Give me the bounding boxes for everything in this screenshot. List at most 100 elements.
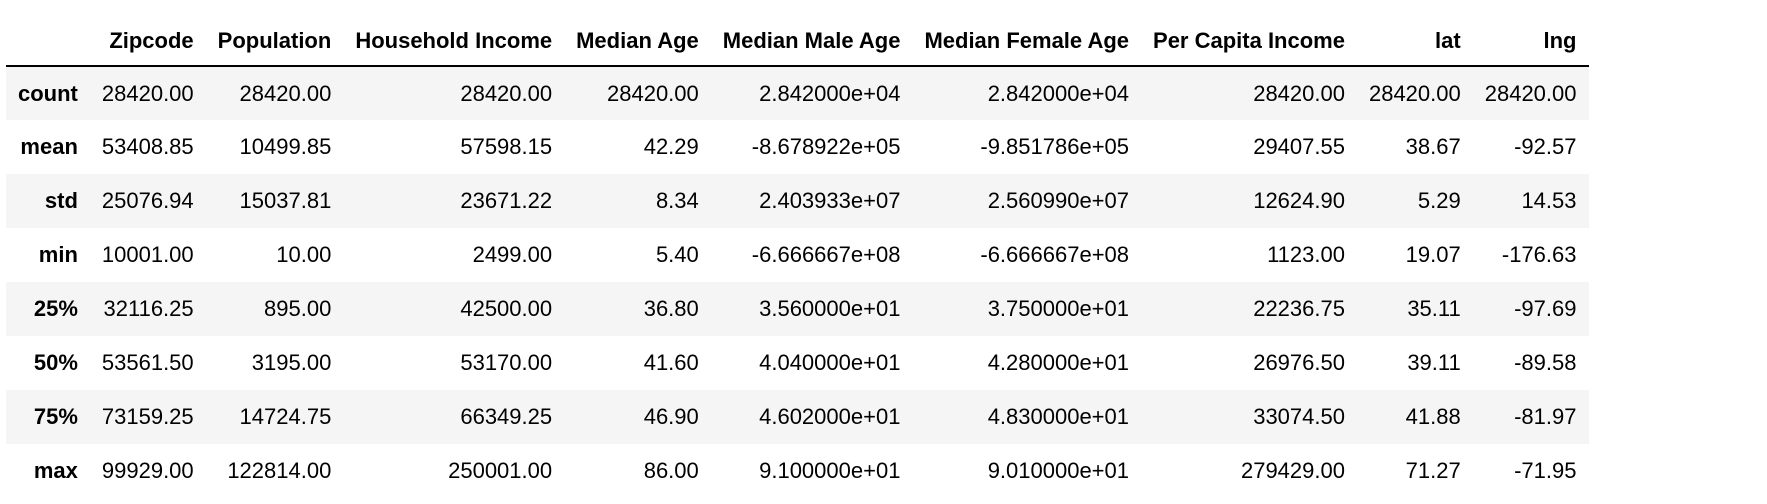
- table-cell: -6.666667e+08: [980, 242, 1130, 267]
- row-label: 50%: [33, 350, 78, 375]
- table-cell: -89.58: [1514, 350, 1577, 375]
- table-cell: 5.40: [655, 242, 699, 267]
- table-cell: -71.95: [1514, 458, 1577, 483]
- column-header: Household Income: [343, 14, 565, 67]
- table-cell: 4.280000e+01: [987, 350, 1130, 375]
- table-row: 50% 53561.50 3195.00 53170.00 41.60 4.040000e…: [6, 336, 1589, 390]
- table-cell: 4.602000e+01: [759, 404, 901, 429]
- row-label: count: [18, 80, 78, 106]
- table-cell: 2.560990e+07: [987, 188, 1130, 213]
- table-cell: 3195.00: [251, 350, 332, 375]
- row-label: min: [38, 242, 78, 267]
- table-cell: 4.040000e+01: [759, 350, 901, 375]
- column-header: Median Female Age: [912, 14, 1142, 67]
- table-cell: 10001.00: [101, 242, 194, 267]
- table-cell: 46.90: [643, 404, 699, 429]
- table-row: mean 53408.85 10499.85 57598.15 42.29 -8.6789…: [6, 120, 1589, 174]
- table-cell: -176.63: [1501, 242, 1577, 267]
- table-cell: 66349.25: [460, 404, 553, 429]
- column-header: Zipcode: [89, 14, 206, 67]
- table-cell: 9.100000e+01: [759, 458, 901, 483]
- table-cell: 39.11: [1407, 350, 1461, 375]
- table-cell: 250001.00: [448, 458, 553, 483]
- table-cell: 279429.00: [1240, 458, 1345, 483]
- table-cell: -81.97: [1514, 404, 1577, 429]
- row-label: std: [44, 188, 78, 213]
- table-cell: 19.07: [1405, 242, 1461, 267]
- table-row: max 99929.00 122814.00 250001.00 86.00 9.1000…: [6, 444, 1589, 498]
- table-cell: 42.29: [643, 134, 699, 159]
- table-cell: 53561.50: [101, 350, 194, 375]
- index-header: [6, 14, 90, 67]
- table-row: 75% 73159.25 14724.75 66349.25 46.90 4.602000…: [6, 390, 1589, 444]
- table-cell: 12624.90: [1253, 188, 1345, 213]
- table-cell: 38.67: [1405, 134, 1461, 159]
- table-cell: 99929.00: [101, 458, 194, 483]
- table-cell: 33074.50: [1253, 404, 1345, 429]
- table-cell: 122814.00: [227, 458, 332, 483]
- table-cell: 28420.00: [1368, 80, 1461, 106]
- table-cell: 2.403933e+07: [759, 188, 901, 213]
- table-cell: 5.29: [1417, 188, 1461, 213]
- table-cell: -97.69: [1514, 296, 1577, 321]
- header-row: Zipcode Population Household Income Median …: [6, 14, 1589, 67]
- table-cell: 71.27: [1405, 458, 1461, 483]
- table-cell: 28420.00: [1253, 80, 1345, 106]
- table-cell: 10.00: [276, 242, 332, 267]
- column-header: Per Capita Income: [1141, 14, 1357, 67]
- table-cell: 41.88: [1405, 404, 1461, 429]
- table-cell: 2.842000e+04: [759, 80, 901, 106]
- table-body: count 28420.00 28420.00 28420.00 28420.00 2.8…: [6, 66, 1589, 498]
- table-cell: 73159.25: [101, 404, 194, 429]
- table-cell: -92.57: [1514, 134, 1577, 159]
- table-cell: 3.560000e+01: [759, 296, 901, 321]
- table-cell: -8.678922e+05: [751, 134, 901, 159]
- row-label: 25%: [33, 296, 78, 321]
- table-cell: 28420.00: [460, 80, 553, 106]
- table-cell: 53170.00: [460, 350, 553, 375]
- table-cell: 2499.00: [472, 242, 553, 267]
- table-row: min 10001.00 10.00 2499.00 5.40 -6.666667e+08…: [6, 228, 1589, 282]
- column-header: lat: [1356, 14, 1473, 67]
- table-cell: 57598.15: [460, 134, 553, 159]
- table-header: Zipcode Population Household Income Median …: [6, 14, 1589, 67]
- table-cell: 23671.22: [460, 188, 553, 213]
- table-cell: -9.851786e+05: [980, 134, 1130, 159]
- table-cell: 9.010000e+01: [987, 458, 1130, 483]
- table-cell: -6.666667e+08: [751, 242, 901, 267]
- table-cell: 895.00: [264, 296, 332, 321]
- table-cell: 35.11: [1407, 296, 1461, 321]
- table-cell: 28420.00: [607, 80, 699, 106]
- table-cell: 28420.00: [1484, 80, 1577, 106]
- table-cell: 1123.00: [1267, 242, 1345, 267]
- table-row: std 25076.94 15037.81 23671.22 8.34 2.403933e…: [6, 174, 1589, 228]
- table-cell: 25076.94: [101, 188, 194, 213]
- row-label: mean: [20, 134, 78, 159]
- table-cell: 22236.75: [1253, 296, 1345, 321]
- table-cell: 36.80: [643, 296, 699, 321]
- table-cell: 32116.25: [103, 296, 194, 321]
- table-cell: 8.34: [655, 188, 699, 213]
- table-cell: 26976.50: [1253, 350, 1345, 375]
- table-cell: 4.830000e+01: [987, 404, 1130, 429]
- describe-table: Zipcode Population Household Income Median …: [6, 14, 1589, 498]
- row-label: max: [33, 458, 78, 483]
- table-cell: 14724.75: [239, 404, 332, 429]
- column-header: Median Age: [564, 14, 711, 67]
- table-cell: 28420.00: [239, 80, 332, 106]
- table-cell: 28420.00: [101, 80, 194, 106]
- table-cell: 14.53: [1521, 188, 1577, 213]
- table-cell: 86.00: [643, 458, 699, 483]
- table-cell: 3.750000e+01: [987, 296, 1130, 321]
- table-cell: 15037.81: [239, 188, 332, 213]
- table-cell: 2.842000e+04: [987, 80, 1130, 106]
- table-cell: 53408.85: [101, 134, 194, 159]
- column-header: lng: [1472, 14, 1589, 67]
- table-cell: 42500.00: [460, 296, 553, 321]
- column-header: Population: [205, 14, 344, 67]
- table-cell: 41.60: [643, 350, 699, 375]
- row-label: 75%: [33, 404, 78, 429]
- column-header: Median Male Age: [710, 14, 913, 67]
- table-cell: 10499.85: [239, 134, 332, 159]
- table-row: 25% 32116.25 895.00 42500.00 36.80 3.560000e+…: [6, 282, 1589, 336]
